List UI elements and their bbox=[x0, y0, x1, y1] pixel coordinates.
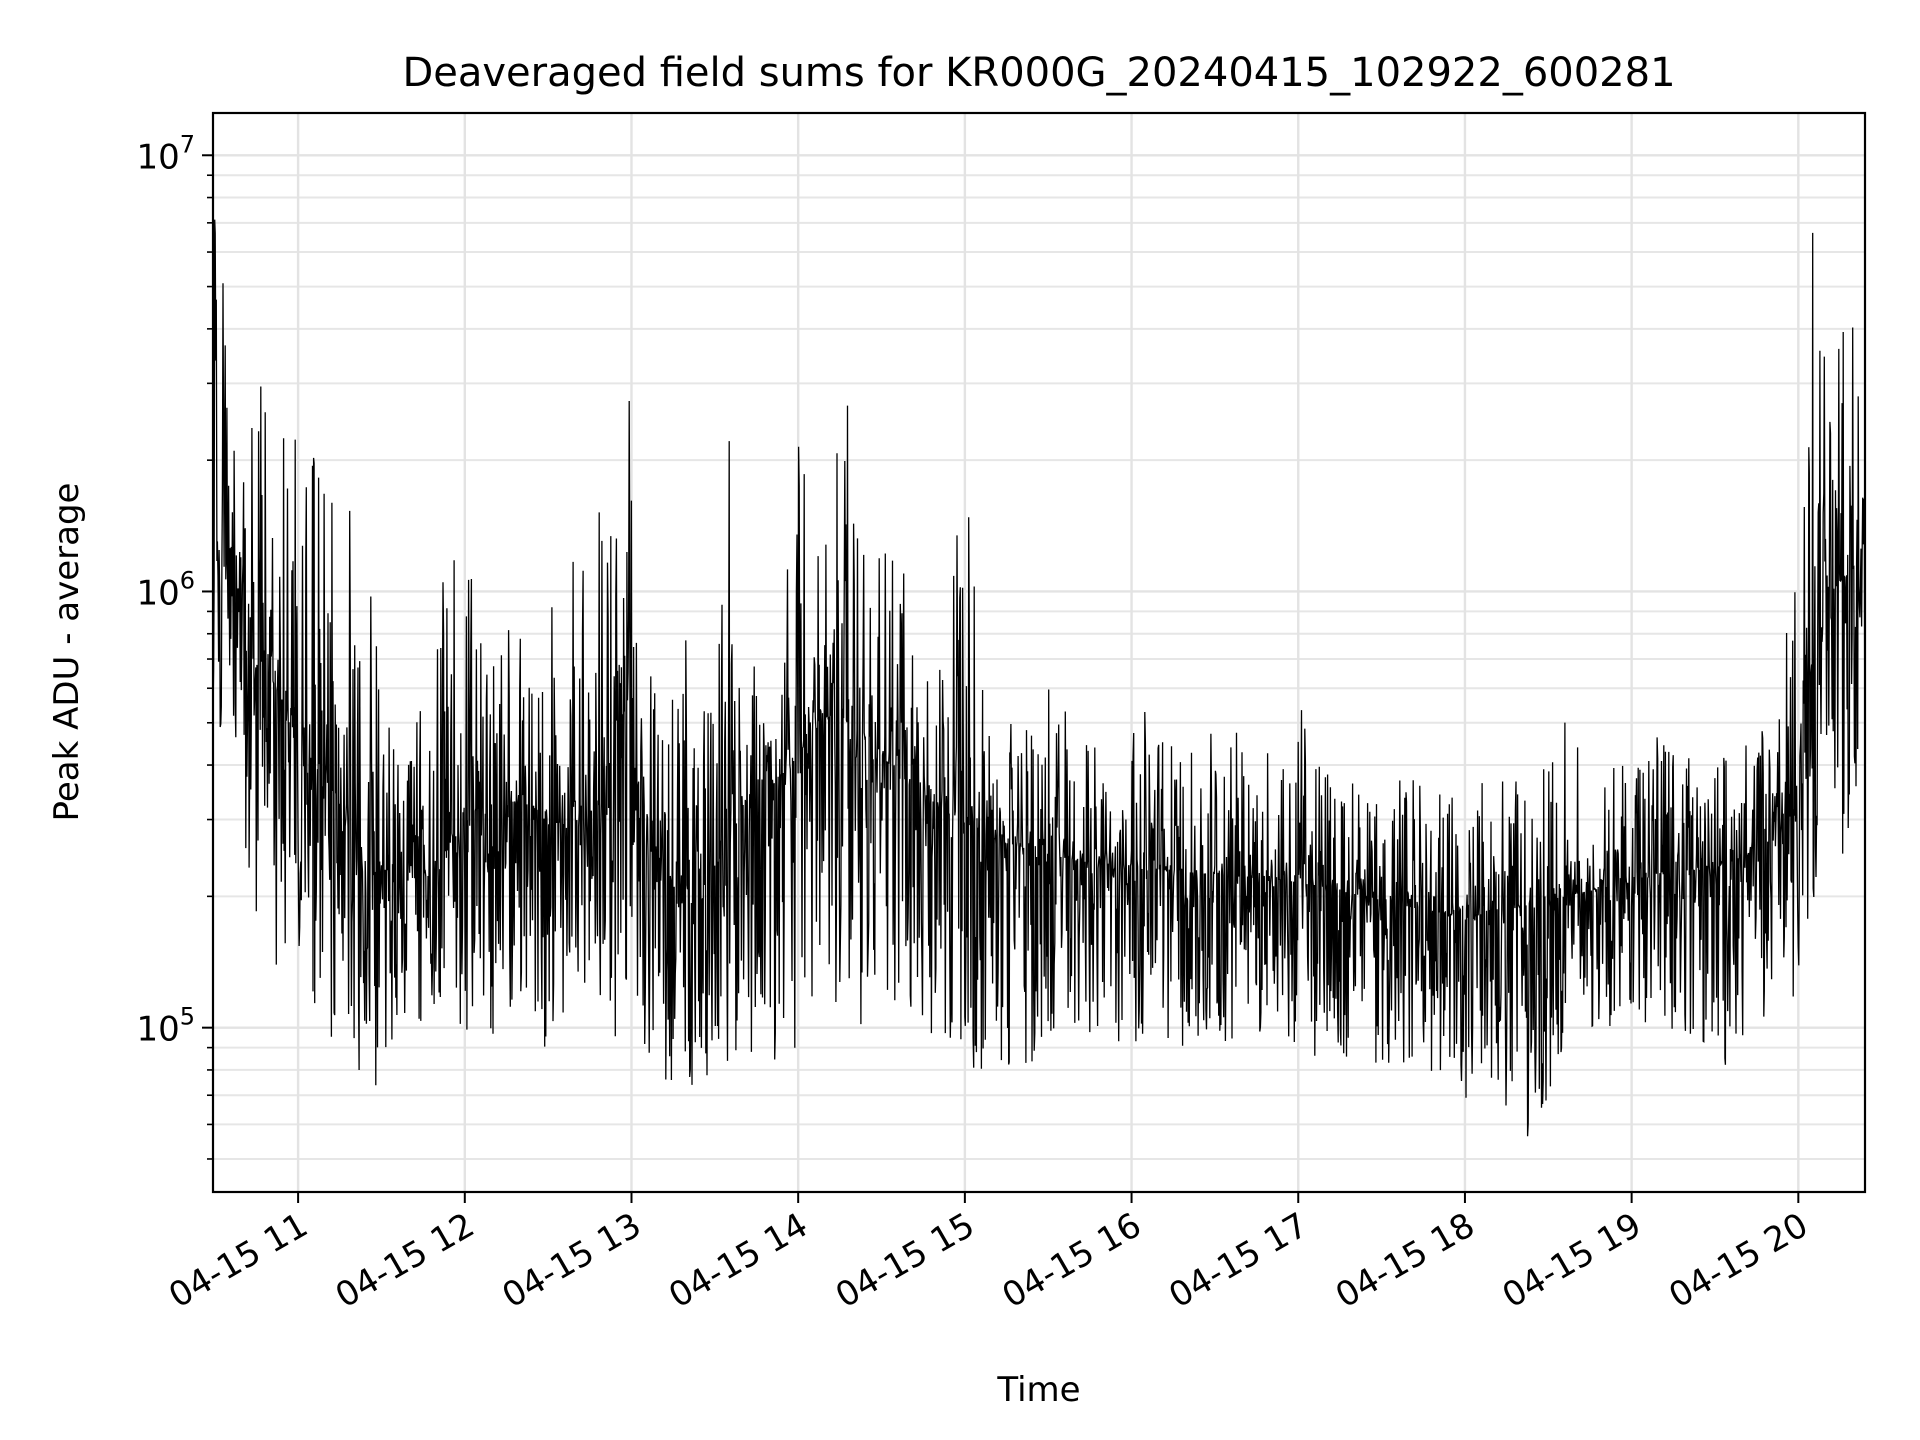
series-line bbox=[212, 219, 1866, 1137]
x-axis-label: Time bbox=[996, 1370, 1080, 1410]
series-layer bbox=[212, 219, 1866, 1137]
y-tick-label: 106 bbox=[136, 566, 195, 613]
minor-grid bbox=[213, 174, 1865, 1160]
y-axis: 105 106 107 bbox=[136, 130, 213, 1160]
chart-title: Deaveraged field sums for KR000G_2024041… bbox=[402, 50, 1675, 96]
y-axis-label: Peak ADU - average bbox=[47, 483, 87, 822]
plot-frame bbox=[211, 111, 1867, 1194]
y-tick-label: 107 bbox=[136, 130, 195, 177]
y-tick-label: 105 bbox=[136, 1003, 195, 1050]
